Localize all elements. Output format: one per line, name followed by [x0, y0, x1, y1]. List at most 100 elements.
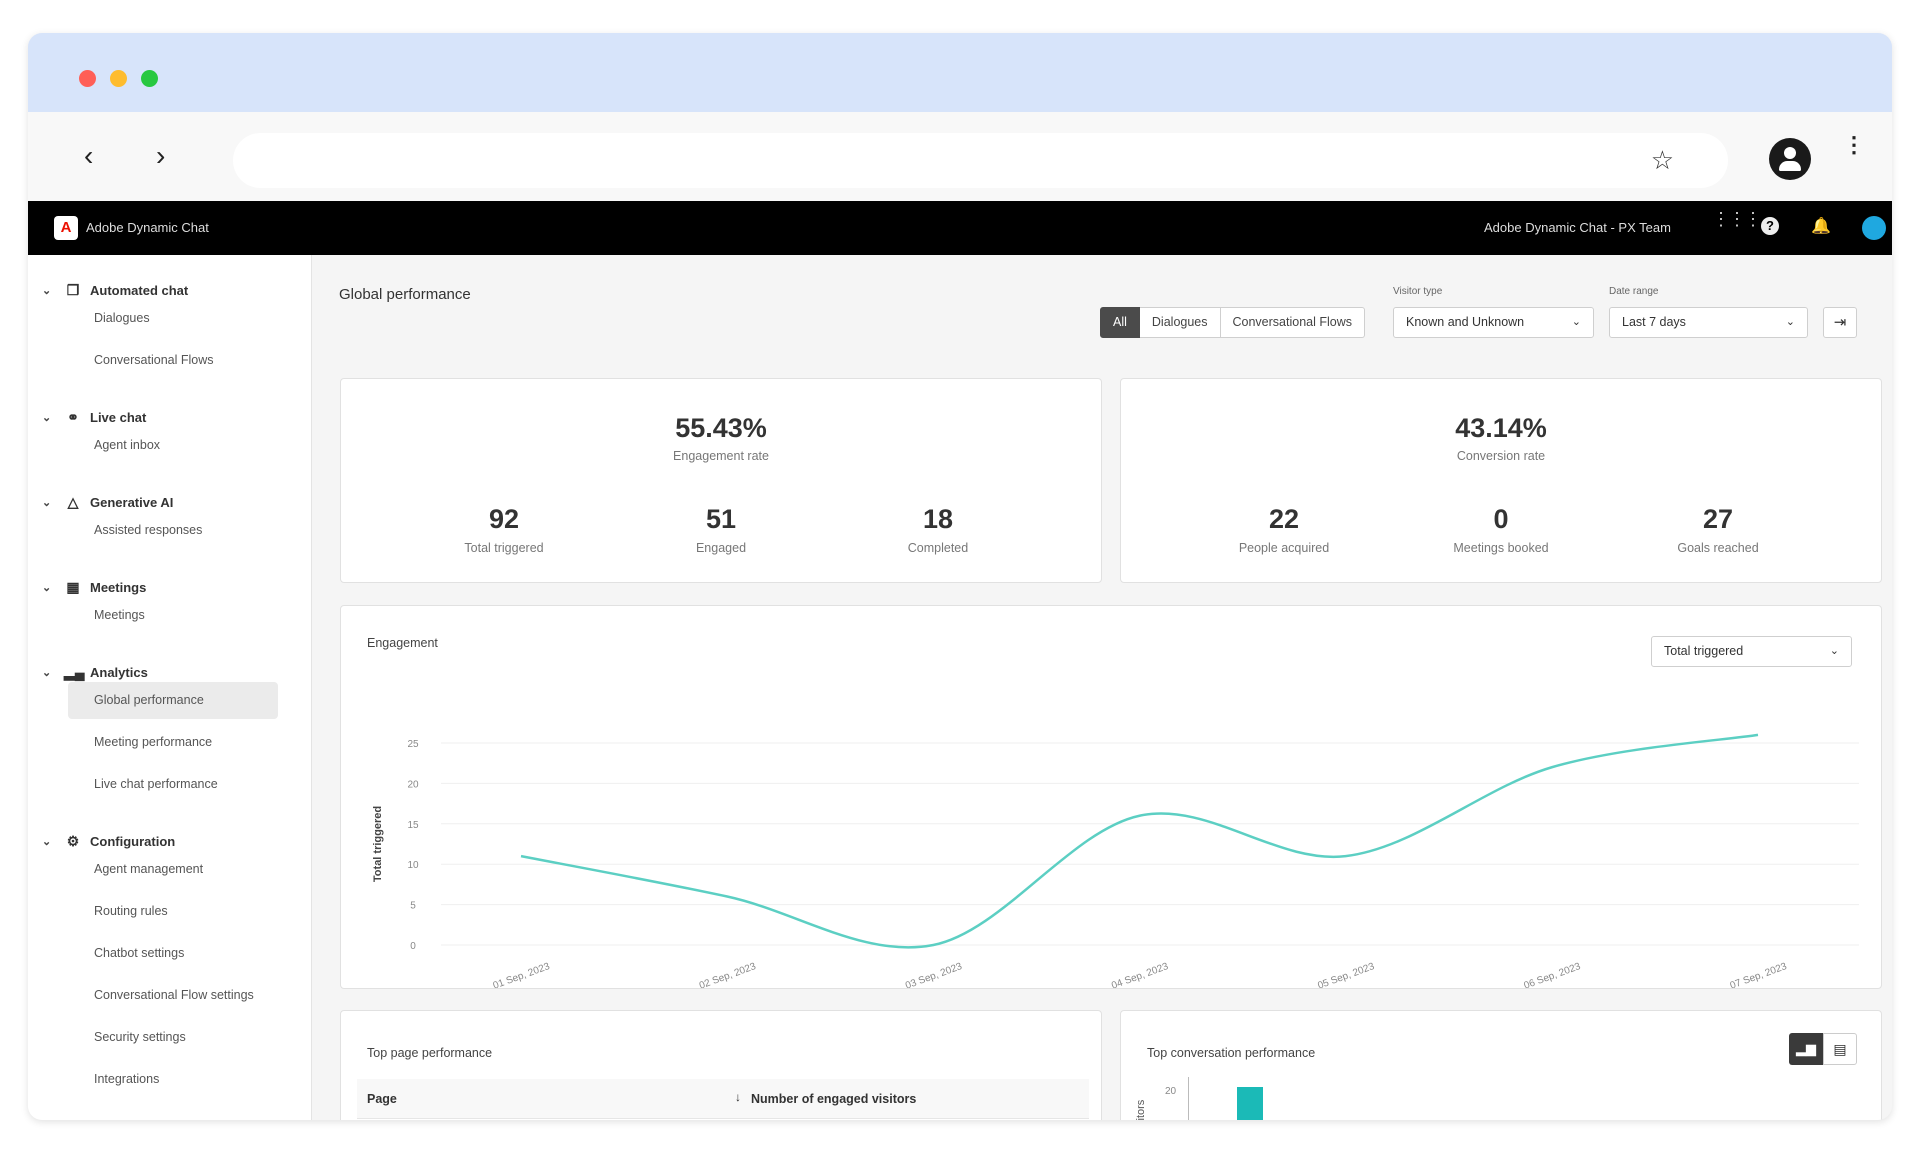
- sidebar-section-generative-ai[interactable]: ⌄ △ Generative AI: [42, 494, 174, 510]
- bell-icon[interactable]: 🔔: [1811, 218, 1831, 235]
- org-switcher[interactable]: Adobe Dynamic Chat - PX Team: [1484, 220, 1671, 235]
- chevron-down-icon: ⌄: [42, 836, 52, 848]
- visitor-type-dropdown[interactable]: Known and Unknown ⌄: [1393, 307, 1594, 338]
- close-window-button[interactable]: [79, 70, 96, 87]
- sidebar-item-global-performance[interactable]: Global performance: [68, 682, 278, 719]
- x-tick-label: 02 Sep, 2023: [698, 961, 758, 988]
- y-tick-label: 20: [407, 779, 419, 790]
- export-icon: ⇥: [1833, 314, 1847, 331]
- top-page-performance-card: Top page performance Page ↓ Number of en…: [340, 1010, 1102, 1120]
- tab-dialogues[interactable]: Dialogues: [1139, 307, 1221, 338]
- meetings-booked-value: 0: [1493, 504, 1509, 534]
- address-bar[interactable]: ☆: [233, 133, 1728, 188]
- view-toggle: ▂▆ ▤: [1789, 1033, 1857, 1065]
- gear-icon: ⚙: [66, 833, 80, 849]
- user-avatar[interactable]: [1862, 216, 1886, 240]
- app-header: A Adobe Dynamic Chat Adobe Dynamic Chat …: [28, 201, 1892, 255]
- top-page-title: Top page performance: [367, 1046, 493, 1060]
- sidebar-item-conversational-flows[interactable]: Conversational Flows: [94, 353, 214, 367]
- people-acquired-label: People acquired: [1238, 541, 1330, 555]
- sidebar-section-configuration[interactable]: ⌄ ⚙ Configuration: [42, 833, 176, 849]
- chart-view-icon[interactable]: ▂▆: [1789, 1033, 1823, 1065]
- x-tick-label: 05 Sep, 2023: [1316, 961, 1376, 988]
- sidebar-section-analytics[interactable]: ⌄ ▂▄ Analytics: [42, 664, 148, 680]
- engagement-chart-card: Engagement Total triggered ⌄ 0 5 10 15 20 25 01…: [340, 605, 1882, 989]
- bar-chart-icon: ▂▄: [64, 664, 85, 680]
- chevron-down-icon: ⌄: [42, 667, 52, 679]
- conversion-rate-label: Conversion rate: [1456, 449, 1546, 463]
- app-name[interactable]: Adobe Dynamic Chat: [86, 220, 209, 235]
- kebab-menu-icon[interactable]: ⋮: [1843, 132, 1865, 157]
- chevron-down-icon: ⌄: [1829, 645, 1839, 657]
- page-title: Global performance: [339, 286, 471, 303]
- sort-down-arrow-icon[interactable]: ↓: [735, 1090, 741, 1104]
- sidebar-item-security-settings[interactable]: Security settings: [94, 1030, 186, 1044]
- maximize-window-button[interactable]: [141, 70, 158, 87]
- sidebar-item-live-chat-performance[interactable]: Live chat performance: [94, 777, 218, 791]
- x-tick-label: 06 Sep, 2023: [1523, 961, 1583, 988]
- sidebar-item-conversational-flow-settings[interactable]: Conversational Flow settings: [94, 988, 254, 1002]
- chevron-down-icon: ⌄: [1571, 316, 1581, 328]
- sidebar: ⌄ ❐ Automated chat Dialogues Conversationa…: [28, 255, 312, 1120]
- date-range-dropdown[interactable]: Last 7 days ⌄: [1609, 307, 1808, 338]
- adobe-logo-icon[interactable]: A: [54, 216, 78, 240]
- goals-reached-label: Goals reached: [1677, 541, 1759, 555]
- column-header-engaged-visitors[interactable]: Number of engaged visitors: [751, 1092, 917, 1106]
- sidebar-item-meetings[interactable]: Meetings: [94, 608, 145, 622]
- y-tick-label: 5: [410, 901, 416, 912]
- sidebar-item-meeting-performance[interactable]: Meeting performance: [94, 735, 213, 749]
- chat-bubbles-icon: ❐: [66, 282, 80, 298]
- bar-chart-bar: [1237, 1087, 1263, 1120]
- date-range-label: Date range: [1609, 286, 1659, 297]
- x-tick-label: 03 Sep, 2023: [904, 961, 964, 988]
- bar-chart-y-tick: 20: [1165, 1086, 1177, 1097]
- y-tick-label: 0: [410, 941, 416, 952]
- total-triggered-label: Total triggered: [464, 541, 544, 555]
- browser-window: ‹ › ☆ ⋮ A Adobe Dynamic Chat Adobe Dynam…: [28, 33, 1892, 1120]
- export-button[interactable]: ⇥: [1823, 307, 1857, 338]
- chevron-down-icon: ⌄: [42, 412, 52, 424]
- completed-value: 18: [922, 504, 954, 534]
- minimize-window-button[interactable]: [110, 70, 127, 87]
- help-icon[interactable]: ?: [1761, 217, 1779, 235]
- y-axis-label: Total triggered: [372, 806, 384, 882]
- sidebar-item-agent-management[interactable]: Agent management: [94, 862, 204, 876]
- profile-icon[interactable]: [1769, 138, 1811, 180]
- total-triggered-value: 92: [488, 504, 520, 534]
- x-tick-label: 01 Sep, 2023: [492, 961, 552, 988]
- back-arrow-icon[interactable]: ‹: [84, 140, 94, 171]
- sidebar-section-meetings[interactable]: ⌄ ▦ Meetings: [42, 579, 147, 595]
- series-line: [520, 733, 1759, 949]
- browser-toolbar: ‹ › ☆ ⋮: [28, 112, 1892, 201]
- engagement-rate-label: Engagement rate: [673, 449, 769, 463]
- sidebar-item-dialogues[interactable]: Dialogues: [94, 311, 150, 325]
- browser-titlebar: [28, 33, 1892, 112]
- sidebar-item-routing-rules[interactable]: Routing rules: [94, 904, 168, 918]
- chevron-down-icon: ⌄: [42, 497, 52, 509]
- people-acquired-value: 22: [1268, 504, 1300, 534]
- conversion-rate-value: 43.14%: [1455, 413, 1547, 443]
- apps-grid-icon[interactable]: ⋮⋮⋮: [1712, 209, 1762, 229]
- visitor-type-label: Visitor type: [1393, 286, 1443, 297]
- completed-label: Completed: [907, 541, 969, 555]
- forward-arrow-icon[interactable]: ›: [156, 140, 166, 171]
- sidebar-item-integrations[interactable]: Integrations: [94, 1072, 160, 1086]
- metric-dropdown[interactable]: Total triggered ⌄: [1651, 636, 1852, 667]
- y-tick-label: 25: [407, 739, 419, 750]
- bar-chart-y-axis: [1188, 1077, 1189, 1120]
- engaged-label: Engaged: [695, 541, 747, 555]
- engagement-line-chart: 0 5 10 15 20 25 01 Sep, 2023 02 Sep, 2023 03 Sep…: [372, 733, 1859, 988]
- sidebar-section-live-chat[interactable]: ⌄ ⚭ Live chat: [42, 409, 147, 425]
- engagement-summary-card: 55.43% Engagement rate 92 Total triggere…: [340, 378, 1102, 583]
- sidebar-section-automated-chat[interactable]: ⌄ ❐ Automated chat: [42, 282, 189, 298]
- table-view-icon[interactable]: ▤: [1823, 1033, 1857, 1065]
- sidebar-item-assisted-responses[interactable]: Assisted responses: [94, 523, 203, 537]
- tab-conversational-flows[interactable]: Conversational Flows: [1220, 307, 1365, 338]
- star-icon[interactable]: ☆: [1650, 145, 1674, 175]
- sidebar-item-chatbot-settings[interactable]: Chatbot settings: [94, 946, 185, 960]
- column-header-page[interactable]: Page: [367, 1092, 397, 1106]
- top-conversation-performance-card: Top conversation performance ▂▆ ▤ sitors…: [1120, 1010, 1882, 1120]
- y-tick-label: 15: [407, 820, 419, 831]
- sidebar-item-agent-inbox[interactable]: Agent inbox: [94, 438, 161, 452]
- tab-all[interactable]: All: [1100, 307, 1140, 338]
